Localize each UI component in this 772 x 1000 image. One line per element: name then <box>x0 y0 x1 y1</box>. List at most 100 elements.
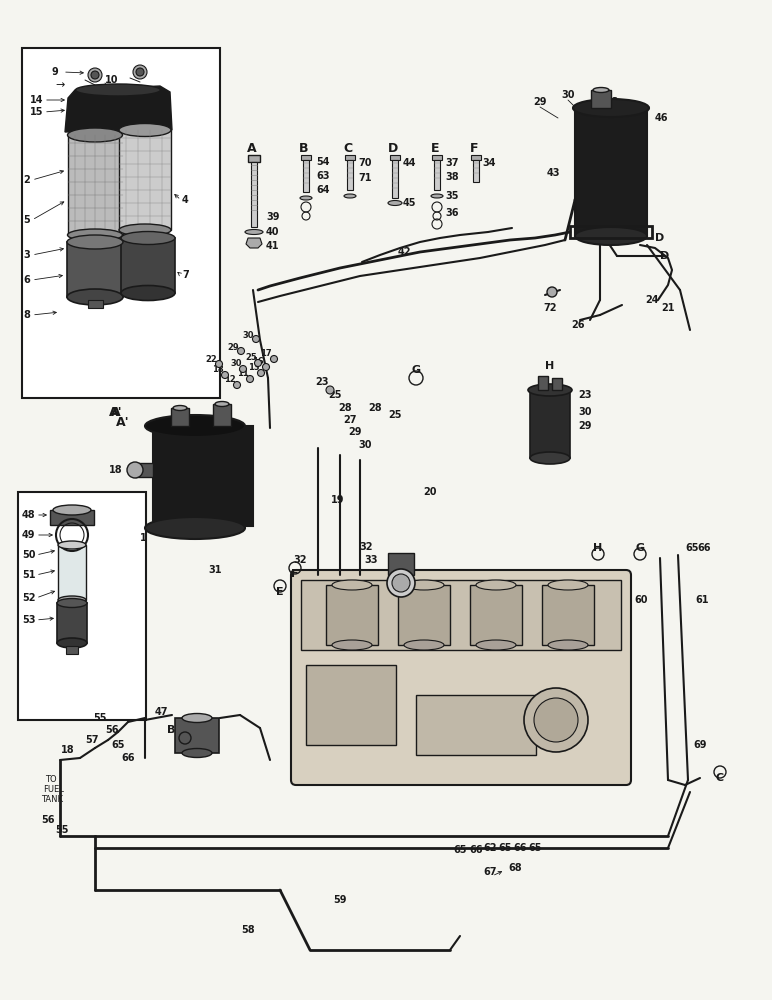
Bar <box>398 585 450 645</box>
Circle shape <box>238 348 245 355</box>
Bar <box>552 378 562 390</box>
Text: 29: 29 <box>533 97 547 107</box>
Text: FUEL: FUEL <box>43 786 64 794</box>
Text: 52: 52 <box>22 593 36 603</box>
Circle shape <box>127 462 143 478</box>
Text: 65: 65 <box>111 740 125 750</box>
Text: 43: 43 <box>547 168 560 178</box>
Text: 5: 5 <box>23 215 30 225</box>
Text: 31: 31 <box>208 565 222 575</box>
Bar <box>67 242 123 297</box>
Text: 26: 26 <box>571 320 584 330</box>
Text: 28: 28 <box>338 403 352 413</box>
Circle shape <box>239 365 246 372</box>
Text: 59: 59 <box>334 895 347 905</box>
Text: 66: 66 <box>469 845 482 855</box>
Text: 30: 30 <box>230 360 242 368</box>
Text: 22: 22 <box>205 356 217 364</box>
Circle shape <box>246 375 253 382</box>
Ellipse shape <box>76 84 161 96</box>
Bar <box>347 160 353 190</box>
Ellipse shape <box>431 194 443 198</box>
Text: 65: 65 <box>686 543 699 553</box>
Text: 30: 30 <box>578 407 591 417</box>
Text: 19: 19 <box>331 495 345 505</box>
Ellipse shape <box>528 384 572 396</box>
Ellipse shape <box>67 229 123 241</box>
Text: 63: 63 <box>316 171 330 181</box>
Text: 23: 23 <box>605 97 618 107</box>
Circle shape <box>258 369 265 376</box>
Text: D: D <box>660 251 669 261</box>
Bar <box>345 155 355 160</box>
Text: 6: 6 <box>23 275 30 285</box>
Text: 13: 13 <box>248 363 260 372</box>
Ellipse shape <box>388 200 402 206</box>
Text: A: A <box>111 406 120 418</box>
Text: 41: 41 <box>266 241 279 251</box>
Ellipse shape <box>121 286 175 300</box>
Text: 32: 32 <box>359 542 373 552</box>
Text: D: D <box>388 141 398 154</box>
Circle shape <box>270 356 277 362</box>
Text: 55: 55 <box>93 713 107 723</box>
Ellipse shape <box>119 224 171 236</box>
Text: 40: 40 <box>266 227 279 237</box>
Polygon shape <box>65 86 172 132</box>
Text: A': A' <box>117 416 130 430</box>
Text: 1: 1 <box>140 533 147 543</box>
Text: E: E <box>431 141 439 154</box>
Text: G: G <box>411 365 421 375</box>
Text: 14: 14 <box>30 95 43 105</box>
Ellipse shape <box>58 596 86 604</box>
Bar <box>22 48 220 398</box>
Circle shape <box>262 363 269 370</box>
FancyBboxPatch shape <box>291 570 631 785</box>
Text: 10: 10 <box>105 75 119 85</box>
Text: 68: 68 <box>508 863 522 873</box>
Text: 29: 29 <box>578 421 591 431</box>
Circle shape <box>133 65 147 79</box>
Text: 4: 4 <box>182 195 188 205</box>
Text: 30: 30 <box>242 330 254 340</box>
Bar <box>88 300 103 308</box>
Circle shape <box>524 688 588 752</box>
Text: 23: 23 <box>578 390 591 400</box>
Text: H: H <box>594 543 603 553</box>
Ellipse shape <box>182 714 212 722</box>
Text: 49: 49 <box>22 530 36 540</box>
Ellipse shape <box>575 227 647 245</box>
Ellipse shape <box>58 541 86 549</box>
Text: 25: 25 <box>245 354 257 362</box>
Text: →: → <box>56 80 65 90</box>
Bar <box>530 390 570 458</box>
Bar <box>538 376 548 390</box>
Text: 64: 64 <box>316 185 330 195</box>
Bar <box>119 130 171 230</box>
Circle shape <box>392 574 410 592</box>
Text: H: H <box>545 361 554 371</box>
Bar <box>591 90 611 108</box>
Bar <box>432 155 442 160</box>
Ellipse shape <box>53 505 91 515</box>
Text: 65: 65 <box>453 845 467 855</box>
Text: 33: 33 <box>364 555 378 565</box>
Text: D: D <box>655 233 664 243</box>
Ellipse shape <box>173 406 187 410</box>
Bar <box>66 646 78 654</box>
Text: 29: 29 <box>227 342 239 352</box>
Ellipse shape <box>332 640 372 650</box>
Ellipse shape <box>67 289 123 305</box>
Ellipse shape <box>67 128 123 142</box>
Text: 47: 47 <box>154 707 168 717</box>
Ellipse shape <box>344 194 356 198</box>
Text: 66: 66 <box>121 753 135 763</box>
Bar <box>68 135 123 235</box>
Circle shape <box>233 381 241 388</box>
Ellipse shape <box>476 580 516 590</box>
Text: 62: 62 <box>483 843 496 853</box>
Text: 66: 66 <box>513 843 527 853</box>
Circle shape <box>252 336 259 342</box>
Text: 69: 69 <box>693 740 706 750</box>
Text: 72: 72 <box>543 303 557 313</box>
